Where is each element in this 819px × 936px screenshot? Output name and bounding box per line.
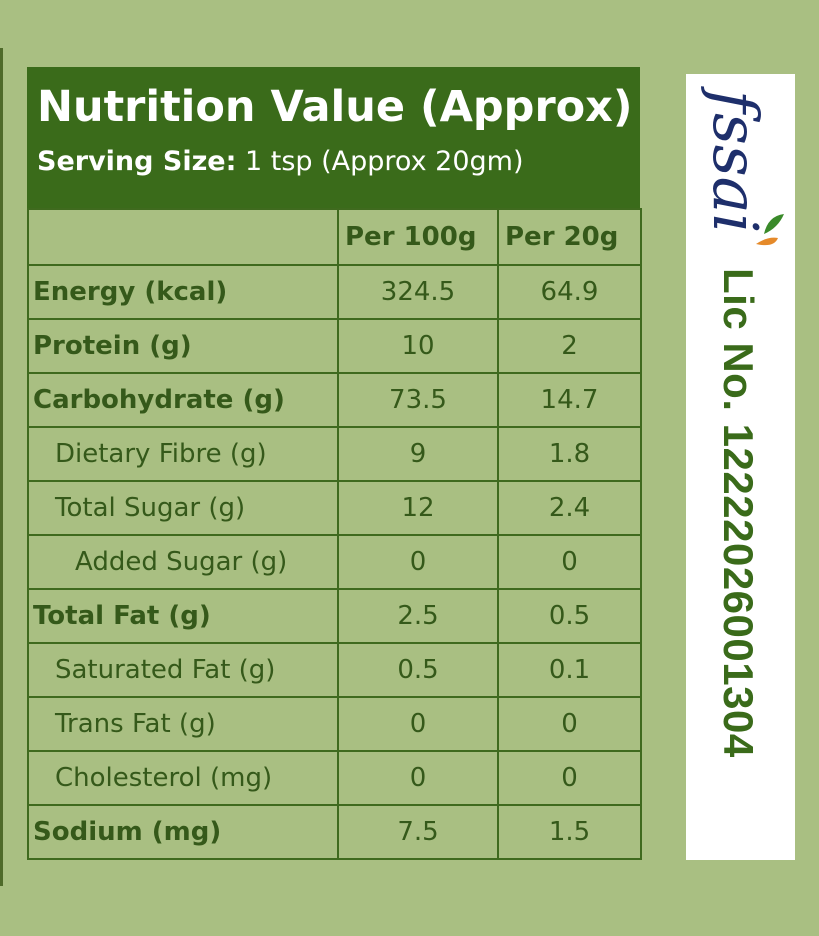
value-per-100g: 12 — [337, 480, 499, 536]
license-number: Lic No. 12222026001304 — [715, 268, 762, 758]
value-per-100g: 0 — [337, 750, 499, 806]
value-per-20g: 0 — [497, 696, 642, 752]
table-row: Saturated Fat (g) 0.5 0.1 — [27, 642, 642, 698]
value-per-100g: 0 — [337, 534, 499, 590]
table-row: Cholesterol (mg) 0 0 — [27, 750, 642, 806]
nutrition-table: Per 100g Per 20g Energy (kcal) 324.5 64.… — [27, 208, 642, 860]
value-per-20g: 2.4 — [497, 480, 642, 536]
nutrition-label: Nutrition Value (Approx) Serving Size: 1… — [27, 67, 642, 860]
fssai-leaf-icon — [764, 214, 784, 234]
serving-size-label: Serving Size: — [37, 146, 237, 177]
nutrient-name: Trans Fat (g) — [27, 696, 339, 752]
nutrient-name: Dietary Fibre (g) — [27, 426, 339, 482]
nutrient-name: Energy (kcal) — [27, 264, 339, 320]
table-row: Total Sugar (g) 12 2.4 — [27, 480, 642, 536]
value-per-20g: 0.5 — [497, 588, 642, 644]
table-row: Protein (g) 10 2 — [27, 318, 642, 374]
value-per-100g: 0.5 — [337, 642, 499, 698]
table-row: Energy (kcal) 324.5 64.9 — [27, 264, 642, 320]
fssai-logo: fssai — [699, 86, 784, 246]
value-per-20g: 0.1 — [497, 642, 642, 698]
value-per-100g: 2.5 — [337, 588, 499, 644]
table-row: Trans Fat (g) 0 0 — [27, 696, 642, 752]
value-per-100g: 10 — [337, 318, 499, 374]
value-per-100g: 324.5 — [337, 264, 499, 320]
license-number-container: Lic No. 12222026001304 — [698, 268, 778, 848]
value-per-20g: 0 — [497, 534, 642, 590]
nutrient-name: Total Fat (g) — [27, 588, 339, 644]
fssai-flame-icon — [756, 237, 778, 246]
table-row: Dietary Fibre (g) 9 1.8 — [27, 426, 642, 482]
column-header-per-20g: Per 20g — [497, 208, 642, 266]
value-per-100g: 9 — [337, 426, 499, 482]
nutrition-title: Nutrition Value (Approx) — [37, 82, 633, 132]
nutrient-name: Protein (g) — [27, 318, 339, 374]
nutrition-header: Nutrition Value (Approx) Serving Size: 1… — [27, 67, 640, 208]
value-per-20g: 14.7 — [497, 372, 642, 428]
value-per-20g: 1.5 — [497, 804, 642, 860]
value-per-20g: 2 — [497, 318, 642, 374]
column-header-per-100g: Per 100g — [337, 208, 499, 266]
table-row: Carbohydrate (g) 73.5 14.7 — [27, 372, 642, 428]
nutrient-name: Saturated Fat (g) — [27, 642, 339, 698]
serving-size: Serving Size: 1 tsp (Approx 20gm) — [37, 145, 630, 179]
serving-size-value: 1 tsp (Approx 20gm) — [236, 146, 524, 177]
table-row: Sodium (mg) 7.5 1.5 — [27, 804, 642, 860]
value-per-20g: 0 — [497, 750, 642, 806]
nutrient-name: Cholesterol (mg) — [27, 750, 339, 806]
value-per-20g: 1.8 — [497, 426, 642, 482]
nutrient-name: Sodium (mg) — [27, 804, 339, 860]
header-empty-cell — [27, 208, 339, 266]
value-per-100g: 0 — [337, 696, 499, 752]
value-per-100g: 7.5 — [337, 804, 499, 860]
table-row: Added Sugar (g) 0 0 — [27, 534, 642, 590]
value-per-100g: 73.5 — [337, 372, 499, 428]
nutrient-name: Carbohydrate (g) — [27, 372, 339, 428]
nutrient-name: Added Sugar (g) — [27, 534, 339, 590]
value-per-20g: 64.9 — [497, 264, 642, 320]
fssai-license-panel: fssai Lic No. 12222026001304 — [686, 74, 795, 860]
nutrient-name: Total Sugar (g) — [27, 480, 339, 536]
table-header-row: Per 100g Per 20g — [27, 208, 642, 266]
table-row: Total Fat (g) 2.5 0.5 — [27, 588, 642, 644]
fssai-logo-text: fssai — [699, 86, 772, 233]
left-edge-divider — [0, 48, 3, 886]
